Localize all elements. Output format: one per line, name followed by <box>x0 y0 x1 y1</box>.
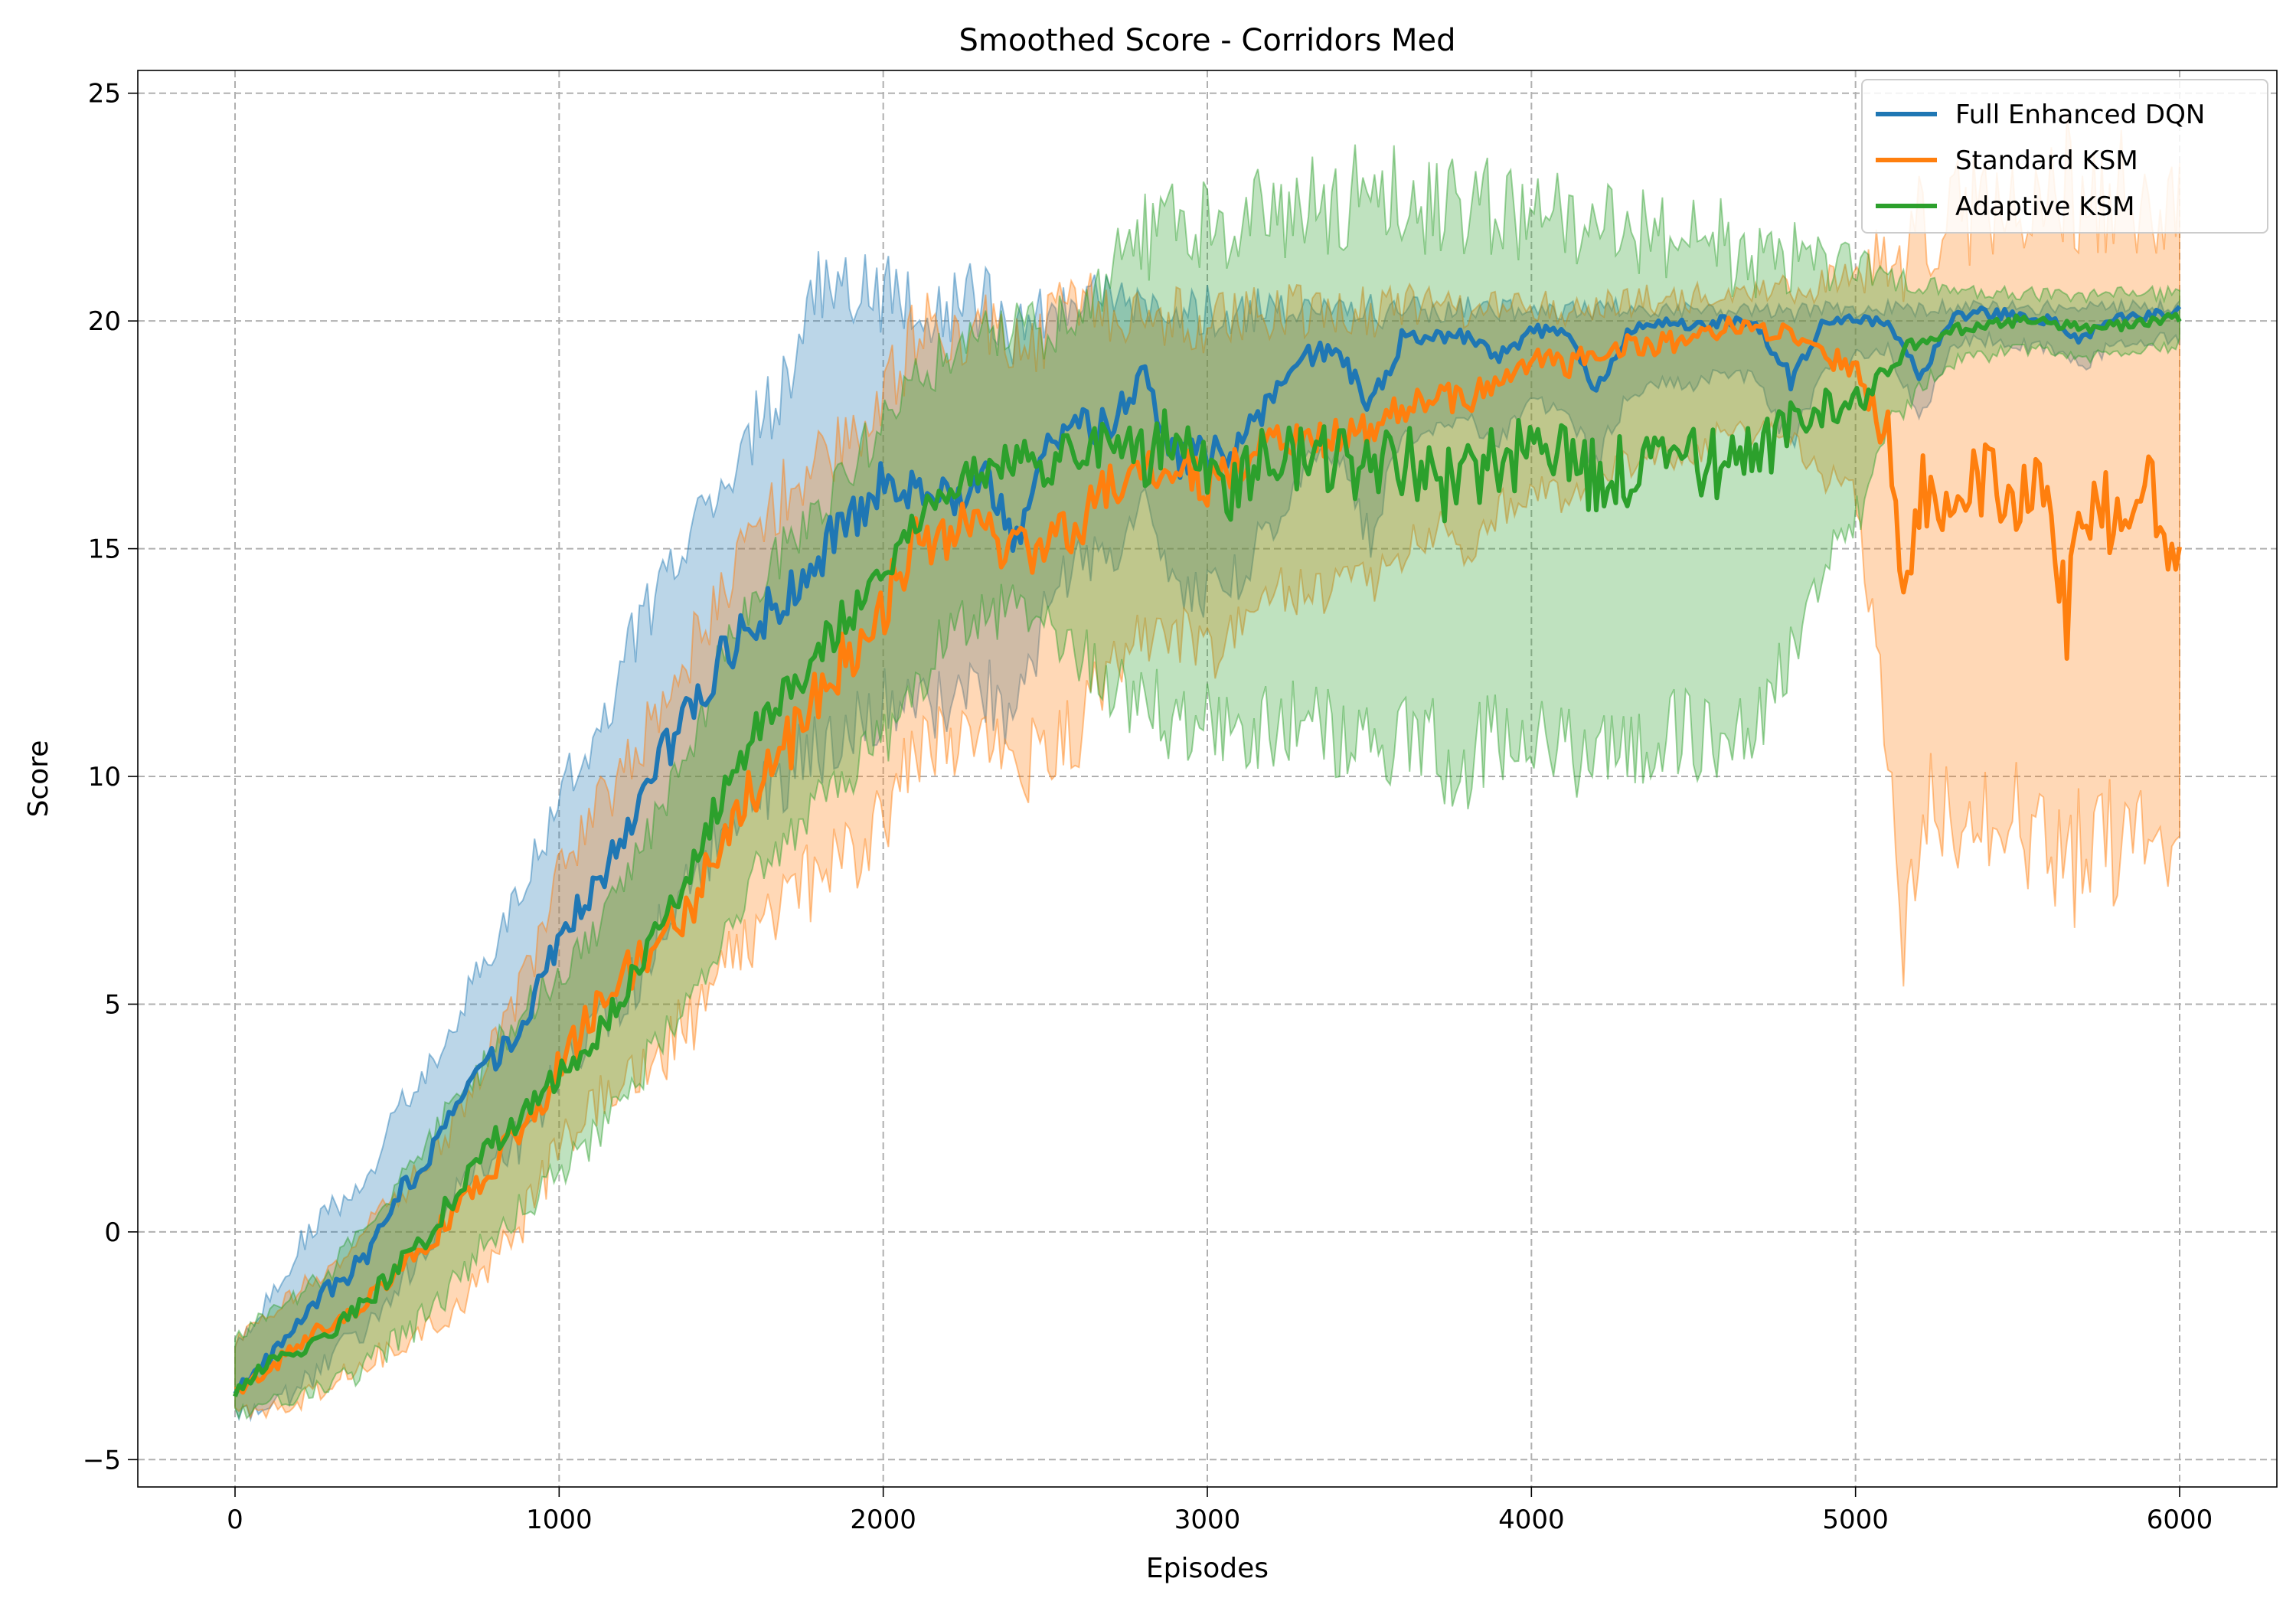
series-lines <box>233 305 2182 1397</box>
x-tick-label: 0 <box>227 1505 243 1535</box>
legend-label: Full Enhanced DQN <box>1955 100 2205 130</box>
y-tick-label: 25 <box>88 79 121 109</box>
grid-lines <box>138 70 2277 1487</box>
line-adaptive-ksm <box>233 312 2182 1397</box>
legend: Full Enhanced DQN Standard KSM Adaptive KS… <box>1861 79 2268 234</box>
x-tick-label: 4000 <box>1498 1505 1565 1535</box>
legend-label: Adaptive KSM <box>1955 191 2135 222</box>
x-axis-title: Episodes <box>1146 1553 1269 1584</box>
y-axis-title: Score <box>23 740 54 818</box>
x-tick-label: 2000 <box>850 1505 916 1535</box>
y-axis-ticks: −5 0 5 10 15 20 25 <box>83 79 138 1475</box>
y-tick-label: −5 <box>83 1445 121 1475</box>
y-tick-label: 15 <box>88 534 121 565</box>
line-standard-ksm <box>234 315 2182 1395</box>
x-tick-label: 5000 <box>1822 1505 1889 1535</box>
y-tick-label: 10 <box>88 762 121 792</box>
y-tick-label: 5 <box>104 989 121 1020</box>
x-tick-label: 6000 <box>2147 1505 2213 1535</box>
x-tick-label: 3000 <box>1174 1505 1241 1535</box>
band-adaptive-ksm <box>234 144 2180 1420</box>
legend-box <box>1861 79 2268 234</box>
y-tick-label: 0 <box>104 1217 121 1248</box>
chart-title: Smoothed Score - Corridors Med <box>959 23 1455 58</box>
y-tick-label: 20 <box>88 306 121 337</box>
band-full-enhanced-dqn <box>234 251 2180 1423</box>
x-axis-ticks: 0 1000 2000 3000 4000 5000 6000 <box>227 1487 2213 1535</box>
legend-label: Standard KSM <box>1955 145 2138 176</box>
x-tick-label: 1000 <box>526 1505 593 1535</box>
